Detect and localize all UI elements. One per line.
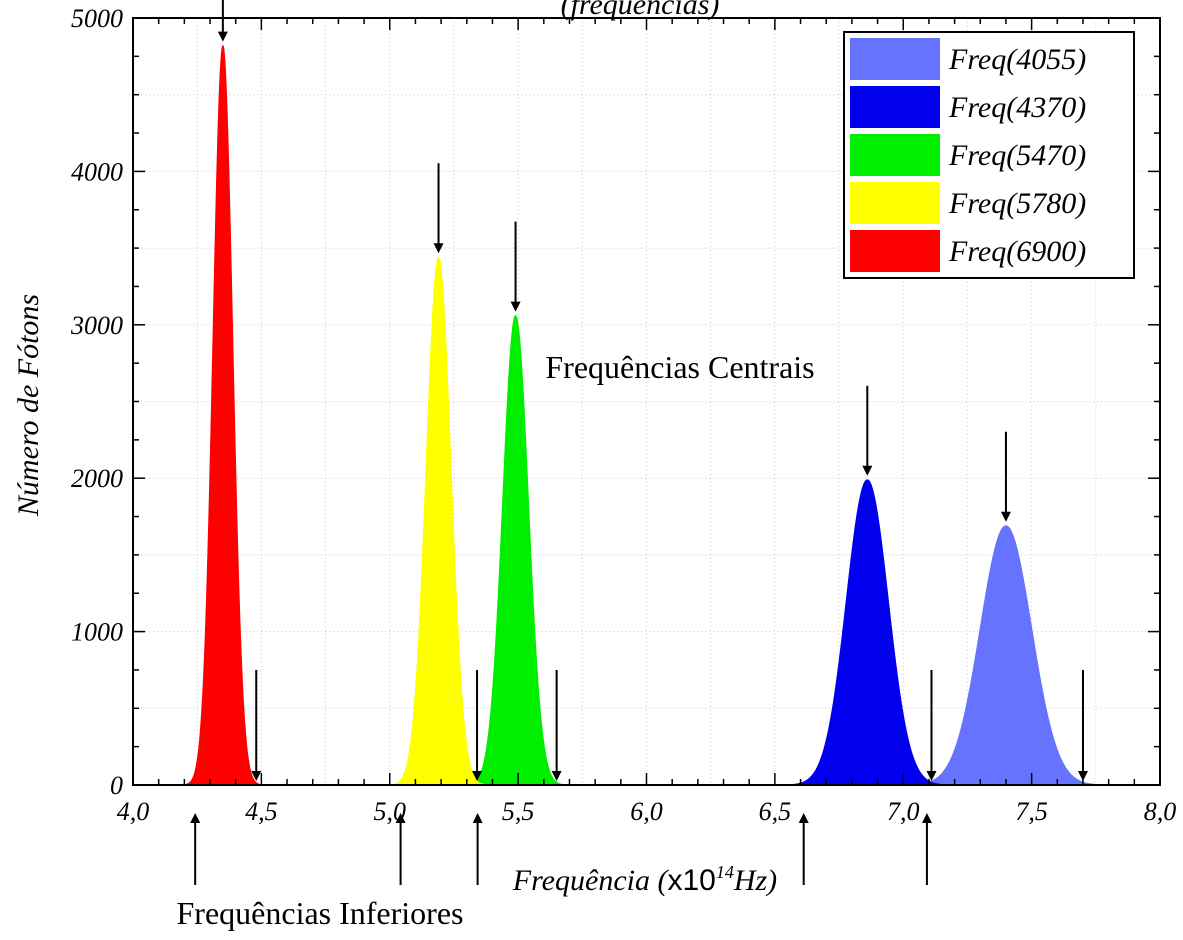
series-peak-freq4370	[778, 479, 956, 786]
y-tick-label: 1000	[71, 618, 123, 647]
tick-marks	[132, 17, 1161, 786]
y-tick-label: 2000	[71, 464, 123, 493]
y-tick-label: 5000	[71, 4, 123, 33]
x-axis-unit-main: x10	[667, 864, 715, 897]
annotation-arrows	[190, 0, 1088, 885]
x-axis-unit-suffix: Hz)	[733, 864, 777, 897]
series-peak-freq6900	[181, 44, 265, 786]
legend-swatch	[850, 134, 940, 176]
x-axis-unit-exp: 14	[716, 862, 734, 882]
series-peak-freq4055	[897, 525, 1115, 786]
upper-frequency-arrow-head	[1077, 771, 1088, 781]
legend-swatch	[850, 182, 940, 224]
x-tick-label: 7,0	[887, 797, 920, 826]
x-tick-label: 4,0	[117, 797, 150, 826]
x-axis-title-prefix: Frequência (	[512, 864, 670, 897]
legend-swatch	[850, 86, 940, 128]
y-tick-label: 4000	[71, 157, 123, 186]
series-layer	[181, 44, 1115, 786]
x-tick-label: 4,5	[245, 797, 278, 826]
x-axis-title: Frequência (x1014Hz)	[512, 862, 777, 897]
y-tick-label: 0	[110, 771, 123, 800]
central-frequency-arrow-head	[433, 243, 444, 254]
legend-swatch	[850, 38, 940, 80]
x-tick-label: 5,5	[502, 797, 535, 826]
central-frequency-arrow-head	[1000, 511, 1011, 522]
central-frequency-arrow-head	[510, 301, 521, 312]
legend-label: Freq(5470)	[948, 139, 1086, 172]
inferior-frequency-arrow-head	[395, 813, 406, 823]
legend-label: Freq(6900)	[948, 235, 1086, 268]
chart-title: (frequências)	[561, 0, 720, 21]
upper-frequency-arrow-head	[551, 771, 562, 781]
legend-label: Freq(4055)	[948, 43, 1086, 76]
x-tick-label: 8,0	[1144, 797, 1177, 826]
central-frequency-arrow-head	[862, 465, 873, 476]
inferior-frequency-arrow-head	[921, 813, 932, 823]
x-tick-label: 6,0	[630, 797, 663, 826]
legend-label: Freq(4370)	[948, 91, 1086, 124]
x-tick-label: 7,5	[1015, 797, 1048, 826]
legend: Freq(4055) Freq(4370) Freq(5470) Freq(5780)…	[843, 31, 1135, 279]
upper-frequency-arrow-head	[472, 771, 483, 781]
inferior-frequency-arrow-head	[798, 813, 809, 823]
inferior-frequencies-label: Frequências Inferiores	[177, 895, 464, 931]
legend-label: Freq(5780)	[948, 187, 1086, 220]
legend-swatch	[850, 230, 940, 272]
y-tick-label: 3000	[70, 311, 123, 340]
y-axis-title: Número de Fótons	[12, 294, 45, 517]
upper-frequency-arrow-head	[251, 771, 262, 781]
series-peak-freq5780	[385, 256, 492, 786]
upper-frequency-arrow-head	[926, 771, 937, 781]
inferior-frequency-arrow-head	[190, 813, 201, 823]
central-frequencies-label: Frequências Centrais	[545, 349, 814, 385]
central-frequency-arrow-head	[217, 31, 228, 42]
x-tick-label: 6,5	[759, 797, 792, 826]
inferior-frequency-arrow-head	[472, 813, 483, 823]
